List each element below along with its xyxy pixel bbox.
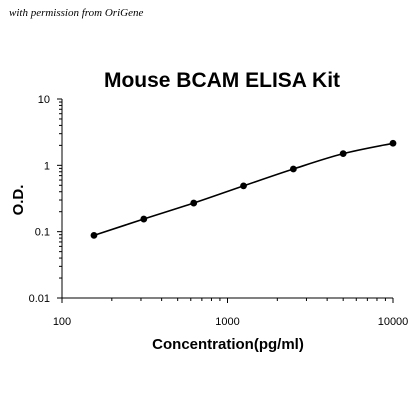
fit-curve [93,142,394,237]
data-point [90,231,98,239]
x-tick-label: 10000 [378,316,409,328]
data-points [90,139,397,239]
axes [61,99,393,299]
y-tick-label: 10 [38,94,50,106]
y-tick-label: 0.1 [35,227,50,239]
fit-curve-group [93,142,394,237]
x-tick-label: 1000 [215,316,239,328]
y-axis-label: O.D. [10,185,27,216]
data-point [389,139,397,147]
chart-title: Mouse BCAM ELISA Kit [104,69,340,92]
y-tick-label: 1 [44,160,50,172]
data-point [190,199,198,207]
data-point [140,215,148,223]
y-tick-label: 0.01 [29,293,50,305]
data-point [339,150,347,158]
permission-note: with permission from OriGene [9,7,144,19]
x-tick-label: 100 [53,316,71,328]
data-point [289,165,297,173]
data-point [240,182,247,190]
x-axis-label: Concentration(pg/ml) [152,336,304,353]
